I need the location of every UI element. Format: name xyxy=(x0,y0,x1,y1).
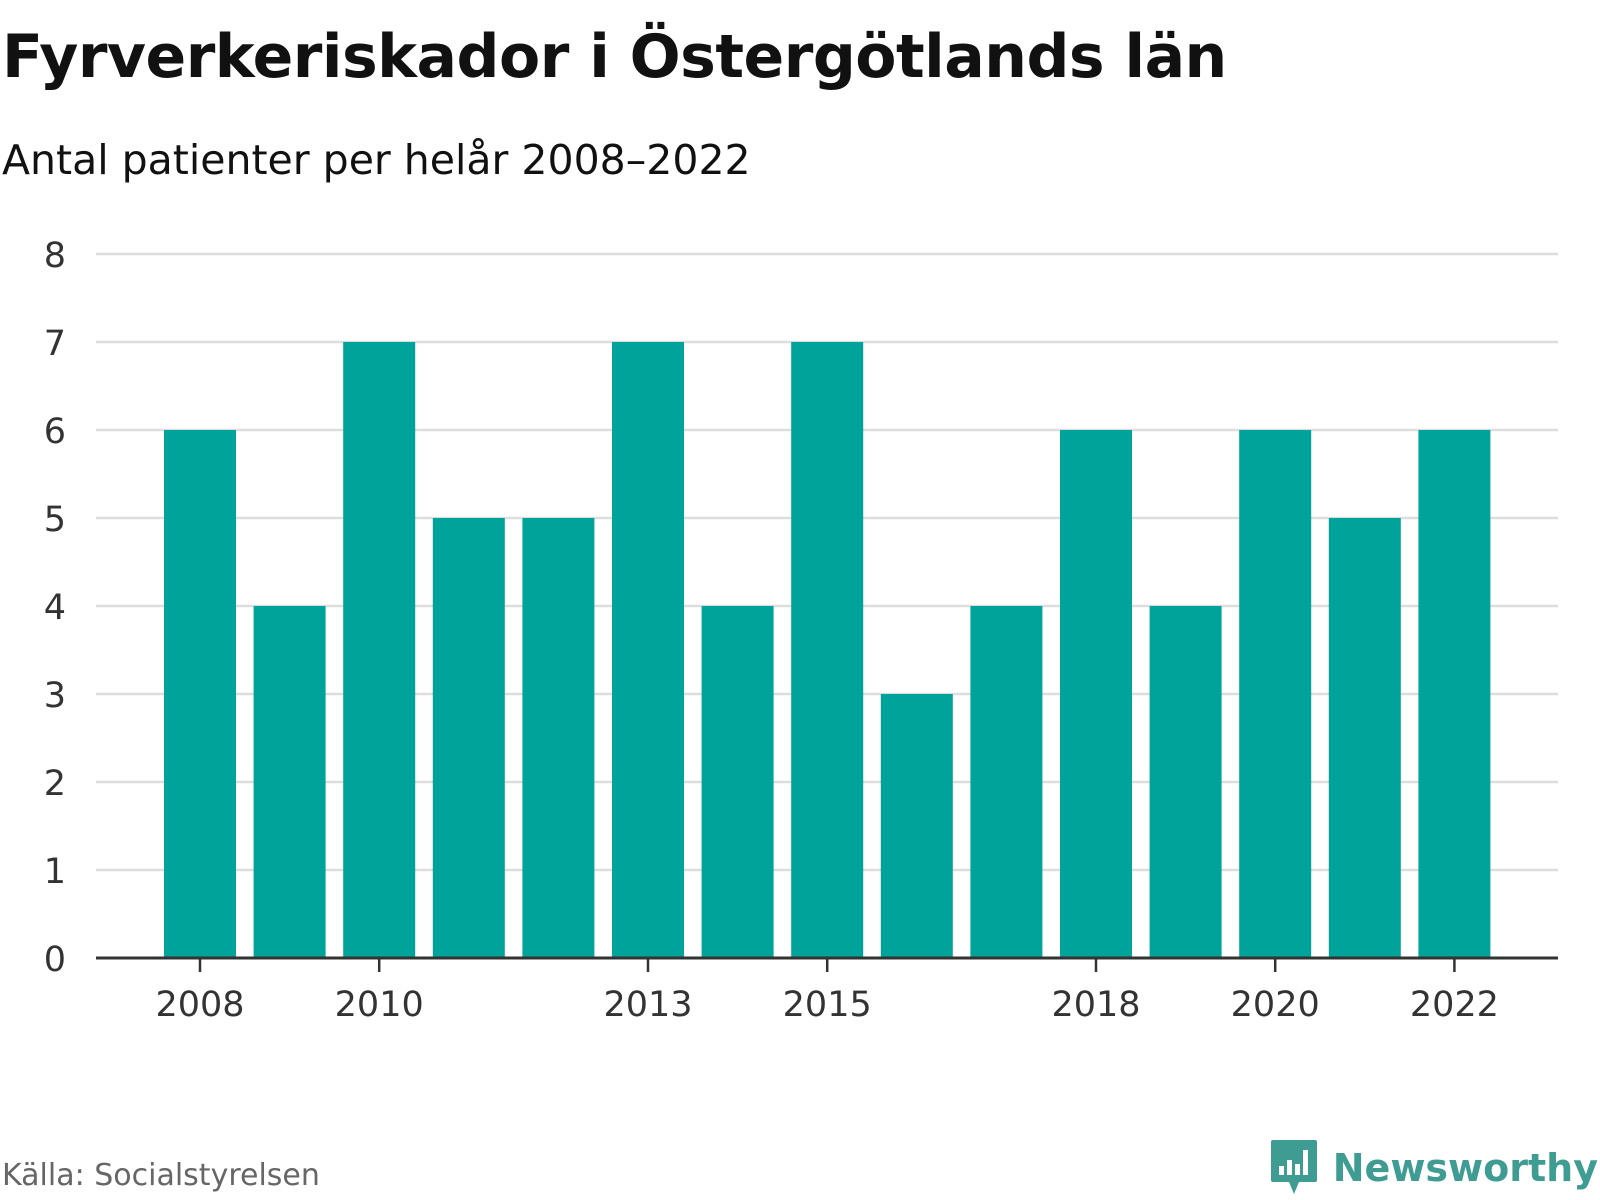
bar xyxy=(164,430,236,958)
y-tick-label: 6 xyxy=(44,412,66,452)
y-tick-label: 2 xyxy=(44,764,66,804)
x-tick-label: 2010 xyxy=(335,985,424,1025)
axes: 0 1 2 3 4 5 6 7 8 2008 2010 2013 2015 2018 2020 2022 xyxy=(44,236,1558,1025)
bar xyxy=(253,606,326,958)
brand-name: Newsworthy xyxy=(1332,1146,1598,1190)
newsworthy-chart-bubble-icon xyxy=(1270,1140,1317,1194)
brand-logo: Newsworthy xyxy=(1269,1138,1598,1198)
source-note: Källa: Socialstyrelsen xyxy=(2,1158,320,1193)
bar xyxy=(1149,606,1222,958)
x-tick-label: 2015 xyxy=(783,985,872,1025)
y-tick-label: 7 xyxy=(44,324,66,364)
bar xyxy=(1328,518,1401,958)
bar xyxy=(612,342,684,958)
y-tick-label: 1 xyxy=(44,852,66,892)
y-tick-label: 4 xyxy=(44,588,66,628)
bar xyxy=(701,606,774,958)
bar xyxy=(1060,430,1132,958)
x-tick-label: 2020 xyxy=(1231,985,1320,1025)
bar xyxy=(432,518,505,958)
chart-subtitle: Antal patienter per helår 2008–2022 xyxy=(2,136,751,184)
y-tick-label: 5 xyxy=(44,500,66,540)
bars xyxy=(164,342,1491,958)
chart-title: Fyrverkeriskador i Östergötlands län xyxy=(2,22,1227,92)
x-tick-label: 2022 xyxy=(1410,985,1499,1025)
bar-chart: 0 1 2 3 4 5 6 7 8 2008 2010 2013 2015 2018 2020 2022 xyxy=(44,236,1558,1025)
bar xyxy=(791,342,864,958)
bar xyxy=(1239,430,1312,958)
y-tick-label: 0 xyxy=(44,940,66,980)
bar xyxy=(522,518,595,958)
bar xyxy=(343,342,416,958)
x-tick-label: 2008 xyxy=(155,985,244,1025)
y-tick-label: 3 xyxy=(44,676,66,716)
x-tick-label: 2018 xyxy=(1051,985,1140,1025)
bar xyxy=(970,606,1043,958)
bar xyxy=(1418,430,1491,958)
y-tick-label: 8 xyxy=(44,236,66,276)
bar xyxy=(880,694,953,958)
x-tick-label: 2013 xyxy=(603,985,692,1025)
